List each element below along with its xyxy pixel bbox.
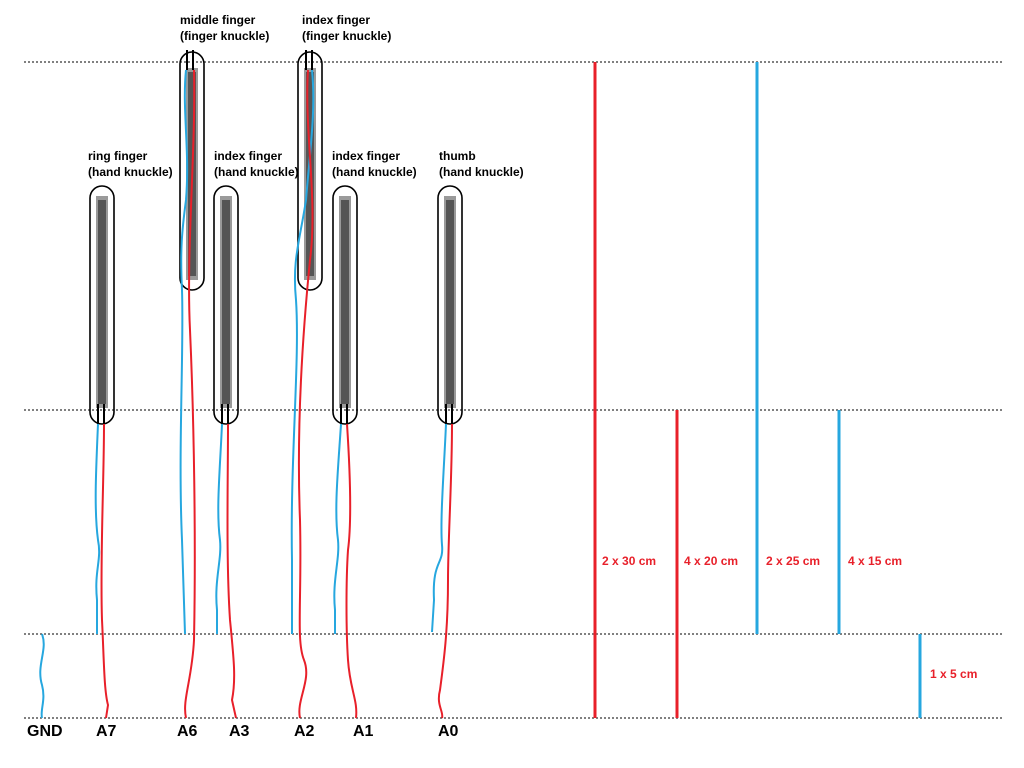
red-wires xyxy=(100,69,453,719)
blue-wire-index-hand-b xyxy=(333,423,342,634)
sensor-label-index-finger-2: (finger knuckle) xyxy=(302,29,391,43)
length-label-20cm: 4 x 20 cm xyxy=(684,554,738,568)
pin-label-gnd: GND xyxy=(27,723,63,740)
blue-wire-middle xyxy=(179,69,189,635)
length-label-25cm: 2 x 25 cm xyxy=(766,554,820,568)
pin-label-a0: A0 xyxy=(438,723,459,740)
sensor-label-index-hand-a-1: index finger xyxy=(214,149,282,163)
length-label-30cm: 2 x 30 cm xyxy=(602,554,656,568)
sensor-label-index-hand-b-1: index finger xyxy=(332,149,400,163)
pin-label-a1: A1 xyxy=(353,723,374,740)
blue-wire-index-finger xyxy=(290,69,315,634)
length-label-5cm: 1 x 5 cm xyxy=(930,667,977,681)
sensor-label-thumb-2: (hand knuckle) xyxy=(439,165,524,179)
pin-label-a6: A6 xyxy=(177,723,198,740)
sensor-label-thumb-1: thumb xyxy=(439,149,476,163)
wire-length-bars xyxy=(593,62,922,718)
pin-labels: GND A7 A6 A3 A2 A1 A0 xyxy=(27,723,459,740)
red-wire-a7 xyxy=(100,423,110,719)
sensor-label-ring-2: (hand knuckle) xyxy=(88,165,173,179)
sensor-label-index-finger-1: index finger xyxy=(302,13,370,27)
sensor-label-index-hand-b-2: (hand knuckle) xyxy=(332,165,417,179)
sensor-label-index-hand-a-2: (hand knuckle) xyxy=(214,165,299,179)
pin-label-a7: A7 xyxy=(96,723,117,740)
sensor-label-ring-1: ring finger xyxy=(88,149,148,163)
blue-wire-thumb xyxy=(431,423,447,633)
red-wire-a6 xyxy=(184,69,196,719)
blue-wires xyxy=(39,69,447,719)
sensor-labels: ring finger (hand knuckle) middle finger… xyxy=(88,13,524,179)
guide-lines xyxy=(24,61,1002,719)
sensor-label-middle-1: middle finger xyxy=(180,13,256,27)
red-wire-a1 xyxy=(345,423,358,719)
blue-wire-gnd xyxy=(39,633,45,719)
length-labels: 2 x 30 cm 4 x 20 cm 2 x 25 cm 4 x 15 cm … xyxy=(602,554,977,681)
blue-wire-index-hand-a xyxy=(215,423,223,634)
red-wire-a3 xyxy=(226,423,237,719)
flex-sensor-thumb xyxy=(437,185,463,425)
red-wire-a0 xyxy=(437,423,453,719)
blue-wire-ring xyxy=(94,423,101,634)
red-wire-a2 xyxy=(297,69,314,719)
flex-sensor-index-hand-a xyxy=(213,185,239,425)
sensor-leads xyxy=(97,50,453,424)
pin-label-a3: A3 xyxy=(229,723,250,740)
pin-label-a2: A2 xyxy=(294,723,315,740)
flex-sensors xyxy=(89,51,463,425)
flex-sensor-index-hand-b xyxy=(332,185,358,425)
sensor-label-middle-2: (finger knuckle) xyxy=(180,29,269,43)
length-label-15cm: 4 x 15 cm xyxy=(848,554,902,568)
flex-sensor-ring xyxy=(89,185,115,425)
